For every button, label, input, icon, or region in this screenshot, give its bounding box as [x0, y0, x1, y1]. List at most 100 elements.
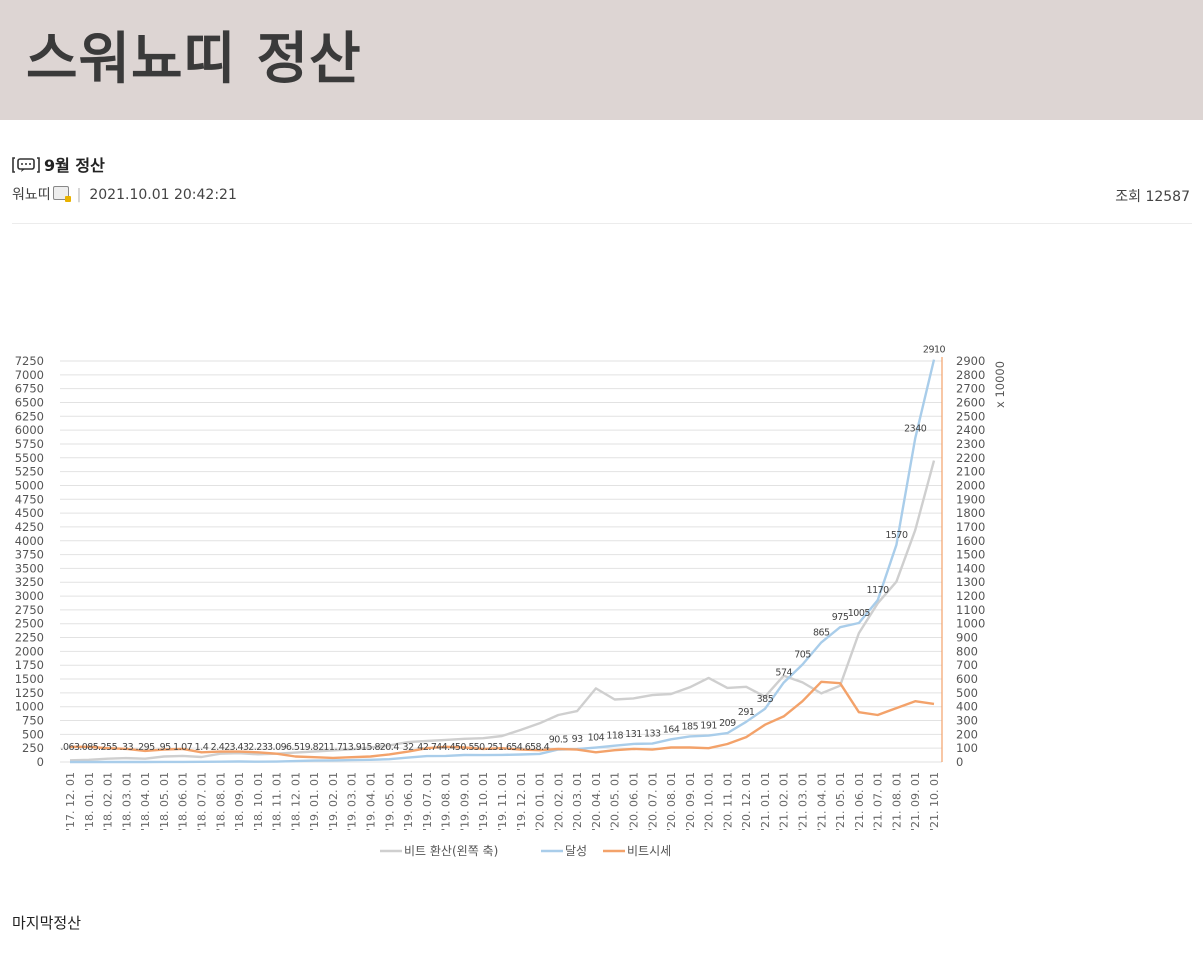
left-tick-label: 4500: [15, 506, 44, 520]
x-tick-label: '18. 10. 01: [252, 772, 265, 831]
left-tick-label: 5250: [15, 465, 44, 479]
right-tick-label: 100: [956, 741, 978, 755]
data-label: 185: [682, 721, 699, 732]
data-label: 975: [832, 612, 849, 623]
data-label: 705: [794, 650, 811, 661]
data-label: 11.7: [323, 742, 343, 753]
member-badge-icon: [52, 186, 71, 202]
data-label: 6.51: [286, 742, 306, 753]
left-tick-label: 2750: [15, 603, 44, 617]
data-label: .063: [60, 742, 80, 753]
x-tick-label: '19. 01. 01: [308, 772, 321, 831]
data-label: 2.23: [248, 742, 268, 753]
post-body-text: 마지막정산: [12, 914, 82, 932]
data-label: 3.09: [267, 742, 287, 753]
data-label: 865: [813, 627, 830, 638]
data-label: 191: [700, 721, 717, 732]
x-tick-label: '18. 03. 01: [120, 772, 133, 831]
view-count-value: 12587: [1145, 189, 1190, 205]
data-label: .085: [79, 742, 99, 753]
left-tick-label: 1750: [15, 658, 44, 672]
left-tick-label: 4000: [15, 534, 44, 548]
series-line-btc-price: [70, 680, 935, 760]
author-name[interactable]: 워뇨띠: [12, 187, 51, 203]
x-tick-label: '19. 02. 01: [327, 772, 340, 831]
series-line-conversion: [69, 460, 936, 762]
data-label: 164: [663, 724, 680, 735]
x-tick-label: '20. 09. 01: [684, 772, 697, 831]
legend-label: 비트시세: [627, 844, 671, 858]
right-tick-label: 600: [956, 672, 978, 686]
x-tick-label: '18. 06. 01: [177, 772, 190, 831]
right-tick-label: 1300: [956, 575, 985, 589]
right-tick-label: 2500: [956, 409, 985, 423]
data-label: 1.07: [173, 742, 193, 753]
left-tick-label: 3750: [15, 548, 44, 562]
data-label: 291: [738, 707, 755, 718]
legend-label: 비트 환산(왼쪽 축): [404, 844, 498, 858]
data-label: 20.4: [380, 742, 400, 753]
data-label: 131: [625, 729, 642, 740]
left-tick-label: 750: [22, 714, 44, 728]
x-tick-label: '21. 01. 01: [759, 772, 772, 831]
combo-line-chart: 0250500750100012501500175020002250250027…: [15, 345, 1007, 858]
x-tick-label: '19. 05. 01: [383, 772, 396, 831]
right-tick-label: 700: [956, 658, 978, 672]
series-line-achievement: [70, 359, 936, 764]
left-tick-label: 6500: [15, 395, 44, 409]
chart-container: 0 250 500 750 1000 1250 1500 1750 2000 2250 2500 27…: [0, 320, 1060, 865]
x-tick-label: '20. 12. 01: [740, 772, 753, 831]
header-divider: [12, 223, 1192, 224]
left-tick-label: 2500: [15, 617, 44, 631]
right-tick-label: 1500: [956, 548, 985, 562]
meta-separator: |: [76, 187, 82, 203]
data-label: 385: [757, 694, 774, 705]
x-tick-label: '20. 06. 01: [627, 772, 640, 831]
left-tick-label: 1000: [15, 700, 44, 714]
x-tick-label: '21. 10. 01: [928, 772, 941, 831]
post-meta: 워뇨띠 | 2021.10.01 20:42:21: [12, 184, 237, 204]
banner-title: 스워뇨띠 정산: [26, 27, 362, 92]
data-label: .295: [136, 742, 156, 753]
right-tick-label: 900: [956, 631, 978, 645]
right-tick-label: 1600: [956, 534, 985, 548]
data-label: 90.5: [549, 734, 569, 745]
right-tick-label: 1900: [956, 492, 985, 506]
view-count: 조회 12587: [1115, 186, 1190, 206]
left-tick-label: 6750: [15, 382, 44, 396]
right-tick-label: 1200: [956, 589, 985, 603]
x-tick-label: '20. 03. 01: [571, 772, 584, 831]
data-label: 209: [719, 718, 736, 729]
data-label: .95: [157, 742, 171, 753]
x-tick-label: '21. 07. 01: [872, 772, 885, 831]
x-tick-label: '18. 07. 01: [195, 772, 208, 831]
left-tick-label: 250: [22, 741, 44, 755]
post-title[interactable]: 9월 정산: [12, 152, 105, 177]
left-tick-label: 6000: [15, 423, 44, 437]
right-axis-unit-label: x 10000: [993, 361, 1007, 408]
left-tick-label: 4750: [15, 492, 44, 506]
x-tick-label: '20. 04. 01: [590, 772, 603, 831]
right-tick-label: 500: [956, 686, 978, 700]
right-tick-label: 2100: [956, 465, 985, 479]
data-label: 42.7: [417, 742, 437, 753]
left-tick-label: 2000: [15, 644, 44, 658]
data-label: 1005: [848, 608, 871, 619]
data-label: 1.4: [195, 742, 209, 753]
data-label: 13.9: [342, 742, 362, 753]
left-tick-label: 0: [37, 755, 44, 769]
x-tick-label: '19. 12. 01: [515, 772, 528, 831]
data-label: 44.4: [436, 742, 456, 753]
right-tick-label: 2600: [956, 395, 985, 409]
x-tick-label: '19. 11. 01: [496, 772, 509, 831]
data-label: 58.4: [530, 742, 550, 753]
x-tick-label: '20. 02. 01: [552, 772, 565, 831]
data-label: 118: [606, 731, 623, 742]
post-datetime: 2021.10.01 20:42:21: [89, 187, 237, 203]
x-tick-label: '19. 06. 01: [402, 772, 415, 831]
x-tick-label: '18. 01. 01: [83, 772, 96, 831]
left-tick-label: 3250: [15, 575, 44, 589]
data-label: 9.82: [305, 742, 325, 753]
x-tick-label: '18. 05. 01: [158, 772, 171, 831]
x-tick-label: '19. 07. 01: [421, 772, 434, 831]
